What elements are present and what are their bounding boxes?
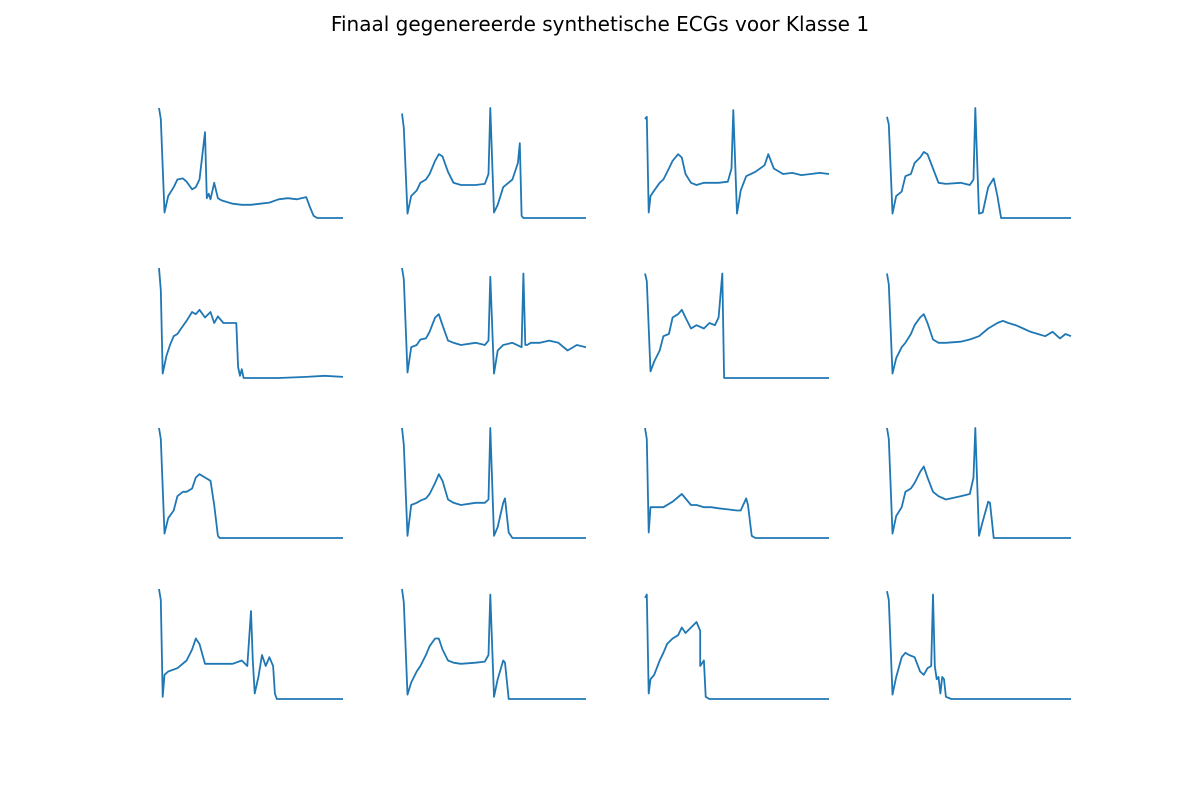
ecg-trace-line <box>644 109 830 215</box>
ecg-subplot-15 <box>644 593 829 700</box>
ecg-subplot-12 <box>886 427 1071 539</box>
ecg-subplot-2 <box>401 107 586 219</box>
ecg-trace-line <box>401 427 586 539</box>
ecg-trace-line <box>644 272 829 379</box>
ecg-subplot-16 <box>886 591 1071 700</box>
ecg-subplot-8 <box>886 273 1072 375</box>
ecg-trace-line <box>886 591 1071 700</box>
ecg-trace-line <box>886 427 1071 539</box>
ecg-trace-line <box>401 588 586 700</box>
ecg-trace-line <box>401 267 587 375</box>
ecg-trace-line <box>158 107 343 219</box>
ecg-subplot-5 <box>158 267 344 379</box>
ecg-subplot-3 <box>644 109 830 215</box>
ecg-trace-line <box>886 273 1072 375</box>
ecg-subplot-14 <box>401 588 586 700</box>
ecg-trace-line <box>644 427 829 539</box>
ecg-subplot-4 <box>886 107 1071 219</box>
ecg-trace-line <box>644 593 829 700</box>
ecg-trace-line <box>886 107 1071 219</box>
ecg-trace-line <box>158 427 343 539</box>
ecg-subplot-6 <box>401 267 587 375</box>
ecg-subplot-13 <box>158 588 343 700</box>
ecg-trace-line <box>401 107 586 219</box>
ecg-trace-line <box>158 267 344 379</box>
ecg-subplot-7 <box>644 272 829 379</box>
ecg-subplot-10 <box>401 427 586 539</box>
ecg-subplot-1 <box>158 107 343 219</box>
figure-title: Finaal gegenereerde synthetische ECGs vo… <box>330 12 870 36</box>
ecg-trace-line <box>158 588 343 700</box>
ecg-subplot-11 <box>644 427 829 539</box>
ecg-subplot-9 <box>158 427 343 539</box>
